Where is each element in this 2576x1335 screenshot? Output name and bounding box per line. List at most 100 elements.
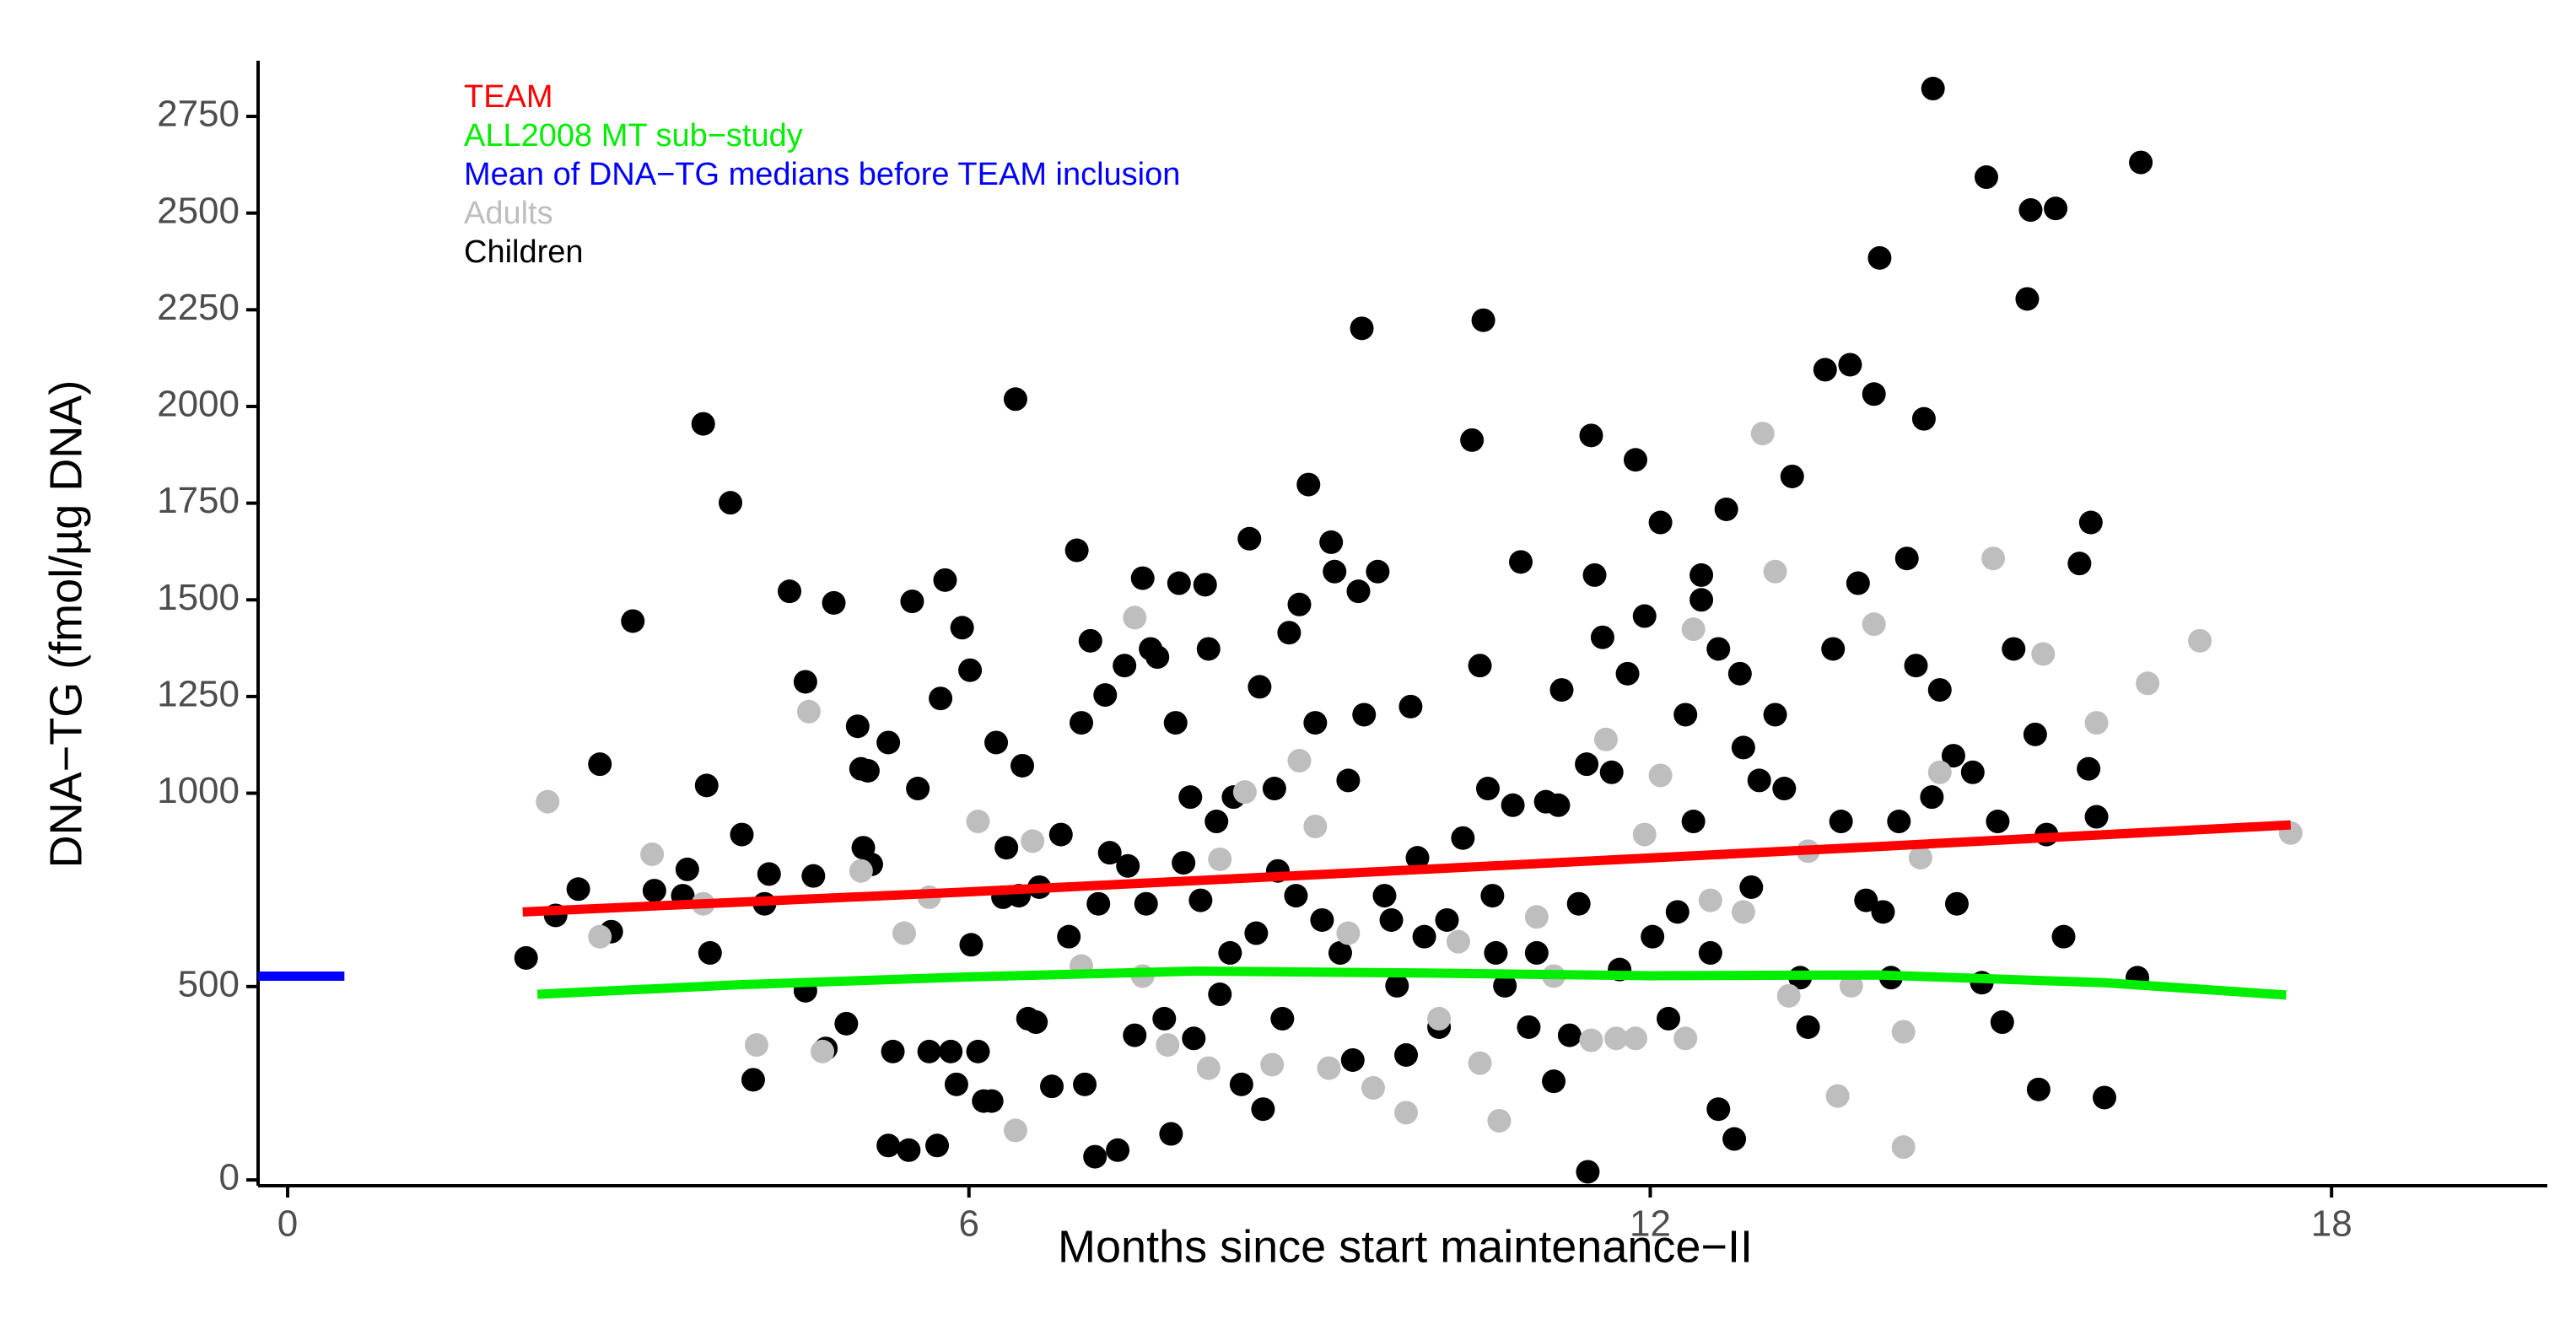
data-point	[1714, 497, 1738, 521]
data-point	[1064, 538, 1089, 563]
data-point	[1097, 841, 1122, 865]
data-point	[876, 1133, 901, 1158]
data-point	[1277, 621, 1301, 645]
data-point	[1394, 1043, 1419, 1068]
data-point	[1270, 1006, 1295, 1031]
data-point	[1366, 559, 1390, 584]
data-point	[1303, 814, 1328, 838]
data-point	[958, 658, 983, 682]
data-point	[691, 412, 715, 436]
data-point	[1665, 900, 1689, 924]
data-point	[566, 877, 590, 902]
data-point	[1838, 353, 1862, 377]
data-point	[1689, 588, 1714, 612]
data-point	[1813, 358, 1837, 382]
data-point	[1891, 1020, 1916, 1044]
data-point	[1412, 924, 1436, 949]
data-point	[849, 859, 873, 883]
data-point	[939, 1039, 963, 1063]
data-point	[1681, 810, 1706, 834]
data-point	[1340, 1047, 1365, 1072]
data-point	[1468, 1051, 1492, 1075]
data-point	[906, 777, 930, 801]
data-point	[1446, 929, 1470, 954]
data-point	[1310, 907, 1334, 932]
data-point	[966, 810, 990, 834]
data-point	[1078, 628, 1102, 653]
data-point	[1706, 637, 1731, 661]
data-point	[2067, 552, 2092, 576]
data-point	[1524, 905, 1549, 929]
data-point	[1182, 1026, 1206, 1051]
data-point	[741, 1068, 765, 1092]
data-point	[2026, 1077, 2051, 1101]
data-point	[1156, 1033, 1180, 1058]
data-point	[1208, 847, 1232, 871]
legend-label: Mean of DNA−TG medians before TEAM inclu…	[464, 157, 1180, 192]
y-tick-label: 1000	[157, 770, 240, 811]
data-point	[897, 1138, 921, 1162]
data-point	[959, 933, 984, 957]
data-point	[2002, 637, 2026, 661]
y-tick-label: 500	[178, 963, 240, 1004]
data-point	[1862, 382, 1886, 406]
data-point	[2188, 628, 2212, 653]
data-point	[1193, 573, 1217, 597]
data-point	[1722, 1127, 1747, 1151]
y-tick-label: 0	[219, 1157, 240, 1198]
data-point	[1303, 711, 1328, 735]
data-point	[1460, 428, 1485, 452]
data-point	[1040, 1074, 1064, 1099]
data-point	[1590, 625, 1614, 649]
data-point	[1361, 1075, 1385, 1100]
data-point	[892, 921, 917, 945]
data-point	[1908, 846, 1932, 870]
data-point	[1501, 793, 1525, 817]
data-point	[1921, 77, 1945, 101]
data-point	[1579, 1028, 1603, 1052]
data-point	[1772, 777, 1797, 801]
data-point	[2044, 196, 2068, 221]
data-point	[2129, 150, 2153, 175]
data-point	[1204, 810, 1229, 834]
data-point	[1944, 891, 1969, 916]
data-point	[588, 752, 612, 777]
data-point	[1839, 973, 1863, 998]
data-point	[1336, 768, 1361, 793]
data-point	[876, 730, 901, 755]
data-point	[1248, 675, 1272, 699]
data-point	[1093, 683, 1118, 708]
data-point	[966, 1039, 990, 1063]
data-point	[1632, 604, 1657, 628]
y-tick-label: 2000	[157, 384, 240, 425]
data-point	[1927, 760, 1952, 784]
x-tick-label: 18	[2311, 1203, 2352, 1245]
data-point	[1218, 940, 1242, 965]
x-tick-label: 6	[958, 1203, 978, 1245]
data-point	[1116, 853, 1140, 878]
data-point	[2078, 510, 2103, 535]
x-axis-title: Months since start maintenance−II	[1058, 1221, 1753, 1272]
data-point	[1003, 387, 1027, 412]
legend-label: Adults	[464, 196, 553, 231]
data-point	[1106, 1138, 1130, 1162]
y-axis-title: DNA−TG (fmol/µg DNA)	[40, 380, 91, 869]
data-point	[698, 940, 722, 965]
data-point	[621, 609, 645, 633]
data-point	[730, 822, 754, 847]
trend-line	[536, 966, 2287, 1000]
data-point	[1319, 530, 1344, 554]
data-point	[1229, 1072, 1253, 1096]
data-point	[1372, 884, 1397, 908]
data-point	[1557, 1023, 1582, 1047]
data-point	[1776, 983, 1801, 1008]
data-point	[1546, 793, 1571, 817]
data-point	[1821, 637, 1846, 661]
data-point	[1763, 559, 1787, 584]
data-point	[640, 842, 665, 866]
y-tick-label: 1250	[157, 674, 240, 715]
data-point	[796, 699, 821, 724]
data-point	[979, 1089, 1004, 1113]
data-point	[1739, 875, 1764, 899]
